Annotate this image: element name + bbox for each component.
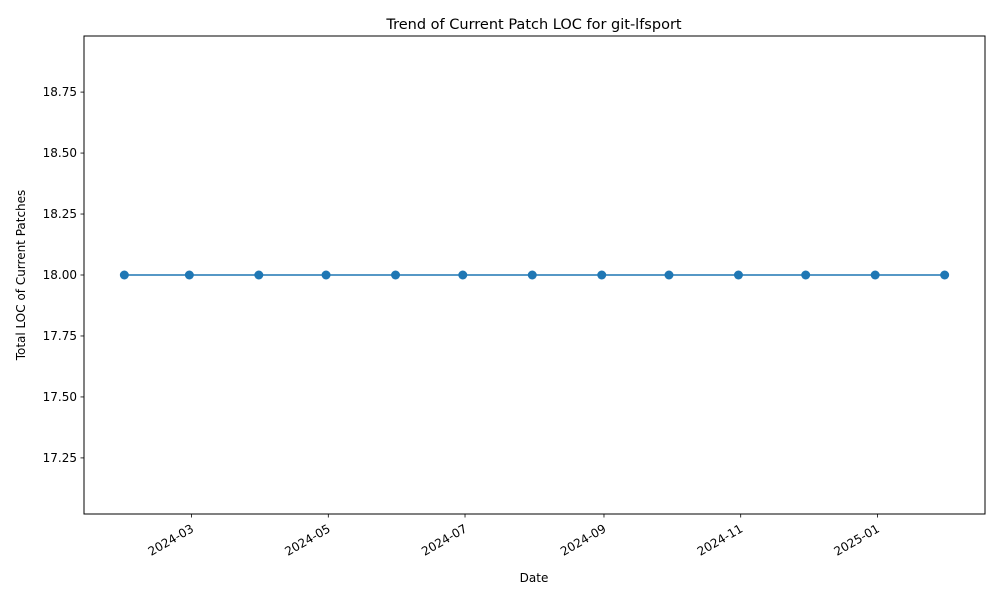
data-point [391, 270, 401, 280]
y-tick-label: 17.75 [43, 329, 77, 343]
data-point [321, 270, 331, 280]
plot-frame [83, 35, 986, 515]
data-point [527, 270, 537, 280]
data-point [733, 270, 743, 280]
data-point [184, 270, 194, 280]
x-axis-label: Date [520, 571, 549, 585]
data-point [664, 270, 674, 280]
data-point [801, 270, 811, 280]
data-point [119, 270, 129, 280]
y-tick-label: 18.75 [43, 85, 77, 99]
data-point [870, 270, 880, 280]
data-point [458, 270, 468, 280]
data-point [940, 270, 950, 280]
y-tick-label: 18.50 [43, 146, 77, 160]
y-tick-label: 17.50 [43, 390, 77, 404]
y-tick-label: 18.00 [43, 268, 77, 282]
y-tick-label: 18.25 [43, 207, 77, 221]
data-point [597, 270, 607, 280]
y-axis-label: Total LOC of Current Patches [14, 190, 28, 362]
chart-title: Trend of Current Patch LOC for git-lfspo… [385, 17, 682, 33]
y-tick-label: 17.25 [43, 451, 77, 465]
data-point [254, 270, 264, 280]
